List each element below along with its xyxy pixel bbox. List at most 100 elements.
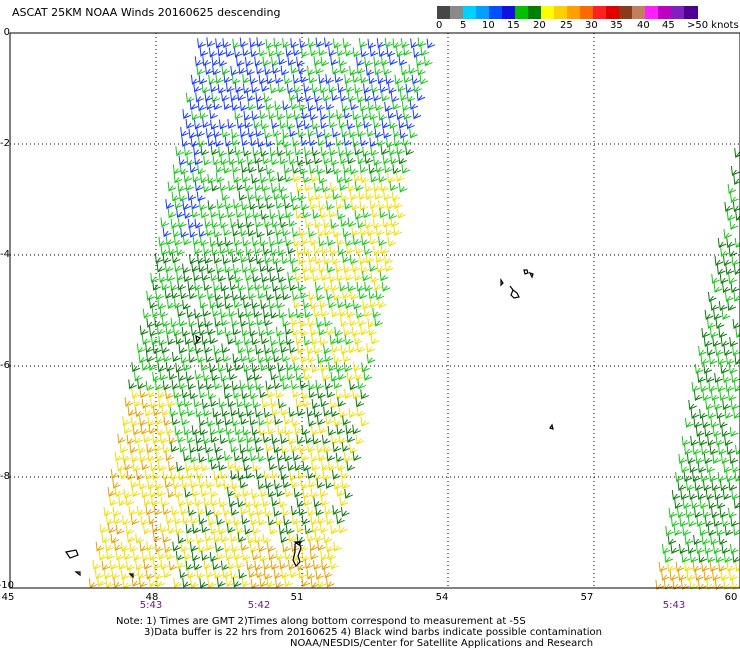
wind-barb <box>268 46 277 58</box>
wind-barb <box>363 370 373 382</box>
wind-barb <box>368 74 378 85</box>
wind-barb <box>288 434 297 446</box>
wind-barb <box>222 568 232 579</box>
wind-barb <box>678 453 688 465</box>
wind-barb <box>206 416 216 428</box>
wind-barb <box>162 253 172 265</box>
map-frame <box>9 32 740 589</box>
wind-barb <box>263 92 273 103</box>
wind-barb <box>706 462 715 474</box>
wind-barb <box>681 435 691 447</box>
wind-barb <box>396 172 405 183</box>
wind-barb <box>374 189 383 201</box>
wind-barb <box>228 155 238 166</box>
wind-barb <box>373 118 382 129</box>
wind-barb <box>309 549 319 561</box>
wind-barb <box>359 101 369 112</box>
wind-barb <box>259 109 269 120</box>
wind-barb <box>224 415 233 427</box>
wind-barb <box>160 217 170 228</box>
wind-barb <box>204 91 214 102</box>
wind-barb <box>336 334 346 345</box>
wind-barb <box>330 559 339 570</box>
wind-barb <box>241 136 250 147</box>
wind-barb <box>279 371 288 382</box>
wind-barb <box>158 335 168 347</box>
wind-barb <box>217 423 227 435</box>
wind-barb <box>360 73 369 84</box>
note-line-2: 3)Data buffer is 22 hrs from 20160625 4)… <box>144 627 602 638</box>
wind-barb <box>396 144 406 156</box>
wind-barb <box>221 190 231 202</box>
wind-barb <box>209 207 219 219</box>
wind-barb <box>235 245 245 256</box>
wind-barb <box>154 569 164 581</box>
wind-barb <box>202 371 212 382</box>
wind-barb <box>714 255 724 267</box>
wind-barb <box>185 461 194 473</box>
wind-barb <box>181 388 191 399</box>
wind-barb <box>406 119 415 130</box>
wind-barb <box>321 182 331 193</box>
legend-swatch <box>502 6 516 19</box>
wind-barb <box>332 164 342 175</box>
wind-barb <box>714 372 723 384</box>
wind-barb <box>265 478 274 489</box>
wind-barb <box>318 423 328 435</box>
wind-barb <box>149 550 158 562</box>
wind-barb <box>688 399 697 411</box>
wind-barb <box>95 541 105 552</box>
wind-barb <box>348 407 358 419</box>
wind-barb <box>290 442 300 453</box>
wind-barb <box>681 552 691 564</box>
wind-barb <box>258 326 267 337</box>
wind-barb <box>187 379 197 391</box>
wind-barb <box>221 343 231 354</box>
wind-barb <box>257 163 267 174</box>
wind-barb <box>237 218 246 230</box>
wind-barb <box>177 371 187 382</box>
wind-barb <box>342 252 351 264</box>
wind-barb <box>240 226 249 237</box>
wind-barb <box>199 109 209 120</box>
wind-barb <box>301 235 311 246</box>
wind-barb <box>337 298 346 309</box>
wind-barb <box>727 390 737 402</box>
wind-barb <box>178 316 188 328</box>
wind-barb <box>285 46 295 57</box>
wind-barb <box>283 451 293 463</box>
wind-barb <box>692 444 702 456</box>
wind-barb <box>146 443 155 454</box>
wind-barb <box>109 496 118 507</box>
wind-barb <box>101 533 111 544</box>
wind-barb <box>308 227 317 238</box>
wind-barb <box>194 308 203 320</box>
wind-barb <box>719 390 729 402</box>
wind-barb <box>254 244 263 255</box>
wind-barb <box>196 191 206 202</box>
wind-barb <box>691 498 700 510</box>
wind-barb <box>706 552 716 564</box>
wind-barb <box>341 479 351 490</box>
wind-barb <box>371 208 381 219</box>
wind-barb <box>307 37 317 49</box>
wind-barb <box>710 417 720 429</box>
wind-barb <box>273 37 283 49</box>
wind-barb <box>215 415 225 426</box>
wind-barb <box>282 380 292 391</box>
wind-barb <box>317 388 326 400</box>
wind-barb <box>197 379 207 391</box>
wind-barb <box>110 469 120 480</box>
wind-barb <box>346 307 356 319</box>
wind-barb <box>316 164 326 175</box>
wind-barb <box>341 442 351 453</box>
wind-barb <box>260 487 269 498</box>
wind-barb <box>318 173 328 185</box>
legend-swatch <box>619 6 633 19</box>
wind-barb <box>191 208 201 219</box>
wind-barb <box>352 137 362 148</box>
wind-barb <box>159 307 169 319</box>
wind-barb <box>307 416 317 428</box>
wind-barb <box>288 308 297 319</box>
wind-barb <box>249 74 259 85</box>
